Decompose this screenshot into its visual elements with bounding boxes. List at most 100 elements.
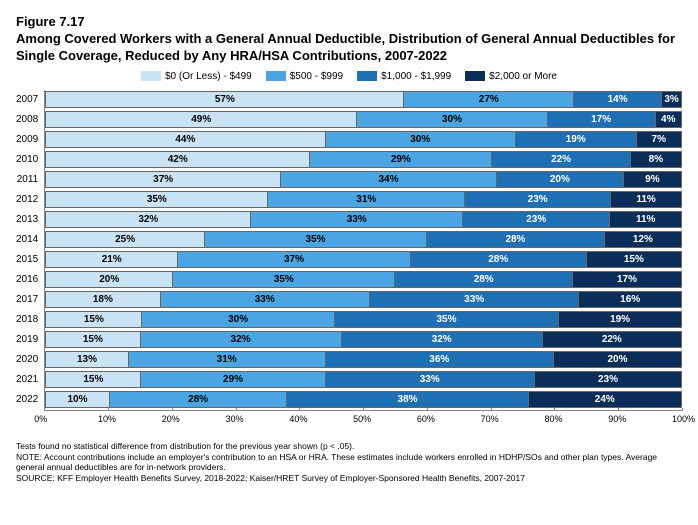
x-tick-label: 90% — [608, 414, 626, 424]
bar-segment: 15% — [46, 372, 141, 387]
bar-segment: 15% — [46, 312, 142, 327]
bar-segment: 3% — [662, 92, 681, 107]
bar-segment: 33% — [370, 292, 579, 307]
bar-segment: 37% — [178, 252, 411, 267]
bar-segment: 30% — [357, 112, 547, 127]
bar-segment: 44% — [46, 132, 325, 147]
stacked-bar: 25%35%28%12% — [45, 231, 682, 248]
bar-row: 13%31%36%20% — [45, 350, 682, 370]
bar-segment: 18% — [46, 292, 160, 307]
legend-label: $2,000 or More — [489, 71, 557, 82]
bar-segment: 20% — [554, 352, 681, 367]
y-axis-label: 2017 — [16, 290, 38, 310]
bar-segment: 19% — [516, 132, 637, 147]
bar-segment: 14% — [574, 92, 662, 107]
y-axis-label: 2019 — [16, 330, 38, 350]
y-axis-label: 2018 — [16, 310, 38, 330]
bar-segment: 28% — [110, 392, 288, 407]
plot-area: 57%27%14%3%49%30%17%4%44%30%19%7%42%29%2… — [44, 90, 682, 411]
bar-segment: 23% — [465, 192, 611, 207]
stacked-bar: 44%30%19%7% — [45, 131, 682, 148]
bar-segment: 22% — [492, 152, 630, 167]
bar-segment: 21% — [46, 252, 178, 267]
bar-segment: 35% — [173, 272, 395, 287]
stacked-bar: 15%32%32%22% — [45, 331, 682, 348]
bar-segment: 8% — [631, 152, 681, 167]
x-tick-label: 60% — [417, 414, 435, 424]
y-axis-label: 2009 — [16, 130, 38, 150]
bar-segment: 11% — [610, 212, 681, 227]
bar-segment: 28% — [395, 272, 573, 287]
y-axis-label: 2021 — [16, 370, 38, 390]
note-stat: Tests found no statistical difference fr… — [16, 441, 682, 451]
legend-swatch — [266, 71, 286, 81]
bar-segment: 32% — [342, 332, 543, 347]
x-tick-label: 10% — [98, 414, 116, 424]
legend-swatch — [465, 71, 485, 81]
bar-row: 15%29%33%23% — [45, 370, 682, 390]
stacked-bar: 42%29%22%8% — [45, 151, 682, 168]
x-tick-mark — [299, 408, 300, 411]
bar-segment: 15% — [587, 252, 681, 267]
y-axis: 2007200820092010201120122013201420152016… — [16, 90, 44, 429]
x-tick-mark — [236, 408, 237, 411]
x-axis: 0%10%20%30%40%50%60%70%80%90%100% — [44, 411, 682, 429]
bar-segment: 35% — [335, 312, 559, 327]
bar-row: 35%31%23%11% — [45, 190, 682, 210]
bar-segment: 35% — [46, 192, 268, 207]
legend-item: $2,000 or More — [465, 71, 557, 82]
bar-segment: 32% — [46, 212, 251, 227]
bar-segment: 33% — [161, 292, 370, 307]
bar-segment: 20% — [497, 172, 624, 187]
bar-segment: 28% — [411, 252, 587, 267]
bar-segment: 17% — [573, 272, 681, 287]
chart: 2007200820092010201120122013201420152016… — [16, 90, 682, 429]
x-tick-label: 70% — [481, 414, 499, 424]
x-tick-label: 0% — [34, 414, 47, 424]
bar-row: 57%27%14%3% — [45, 90, 682, 110]
y-axis-label: 2015 — [16, 250, 38, 270]
y-axis-label: 2010 — [16, 150, 38, 170]
stacked-bar: 20%35%28%17% — [45, 271, 682, 288]
stacked-bar: 15%29%33%23% — [45, 371, 682, 388]
legend-swatch — [357, 71, 377, 81]
stacked-bar: 32%33%23%11% — [45, 211, 682, 228]
y-axis-label: 2022 — [16, 390, 38, 410]
bar-row: 15%32%32%22% — [45, 330, 682, 350]
stacked-bar: 21%37%28%15% — [45, 251, 682, 268]
bar-segment: 27% — [404, 92, 574, 107]
bar-row: 49%30%17%4% — [45, 110, 682, 130]
chart-title: Among Covered Workers with a General Ann… — [16, 31, 682, 65]
y-axis-label: 2012 — [16, 190, 38, 210]
bar-segment: 31% — [129, 352, 326, 367]
bar-segment: 19% — [559, 312, 681, 327]
bar-segment: 4% — [656, 112, 681, 127]
note-source: SOURCE: KFF Employer Health Benefits Sur… — [16, 473, 682, 483]
y-axis-label: 2008 — [16, 110, 38, 130]
note-methods: NOTE: Account contributions include an e… — [16, 452, 682, 472]
stacked-bar: 18%33%33%16% — [45, 291, 682, 308]
stacked-bar: 37%34%20%9% — [45, 171, 682, 188]
bar-segment: 33% — [251, 212, 463, 227]
x-tick-mark — [44, 408, 45, 411]
bar-segment: 17% — [548, 112, 656, 127]
x-tick-label: 20% — [162, 414, 180, 424]
bar-segment: 33% — [326, 372, 535, 387]
bar-segment: 28% — [427, 232, 605, 247]
y-axis-label: 2011 — [16, 170, 38, 190]
bar-row: 32%33%23%11% — [45, 210, 682, 230]
bar-segment: 25% — [46, 232, 205, 247]
bar-segment: 49% — [46, 112, 357, 127]
bar-segment: 31% — [268, 192, 465, 207]
stacked-bar: 57%27%14%3% — [45, 91, 682, 108]
bar-row: 21%37%28%15% — [45, 250, 682, 270]
stacked-bar: 13%31%36%20% — [45, 351, 682, 368]
stacked-bar: 35%31%23%11% — [45, 191, 682, 208]
bar-segment: 23% — [535, 372, 681, 387]
y-axis-label: 2014 — [16, 230, 38, 250]
bar-segment: 23% — [463, 212, 610, 227]
bar-row: 18%33%33%16% — [45, 290, 682, 310]
bar-segment: 57% — [46, 92, 404, 107]
figure-label: Figure 7.17 — [16, 14, 682, 29]
legend-label: $0 (Or Less) - $499 — [165, 71, 252, 82]
